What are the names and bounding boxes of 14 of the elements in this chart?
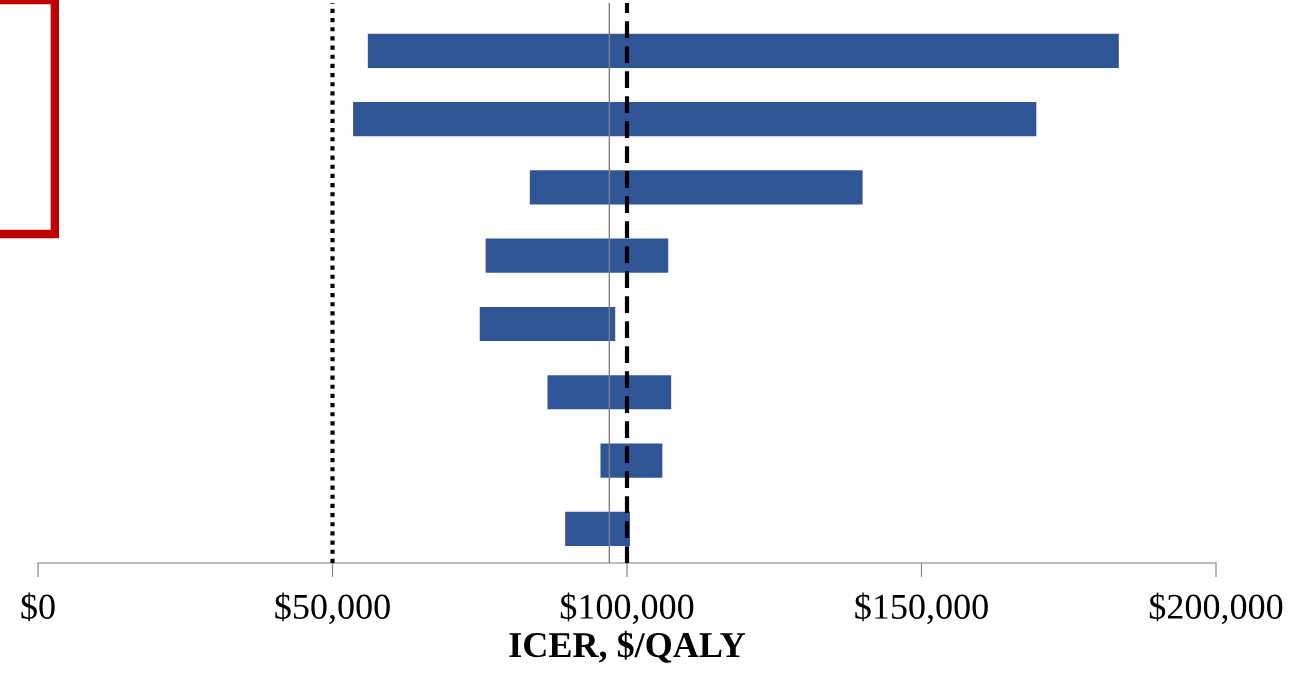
bar <box>479 306 616 342</box>
x-axis-title: ICER, $/QALY <box>509 630 746 663</box>
bar <box>367 33 1119 68</box>
bar <box>353 102 1037 137</box>
bar <box>565 511 630 546</box>
bar <box>547 375 672 410</box>
bar <box>485 238 669 273</box>
x-tick-label: $150,000 <box>855 592 988 625</box>
x-tick-label: $50,000 <box>275 592 390 625</box>
x-tick-label: $200,000 <box>1149 592 1283 625</box>
bar <box>529 170 863 205</box>
bar <box>600 443 663 478</box>
x-tick-label: $100,000 <box>560 592 694 625</box>
x-tick-label: $0 <box>21 592 55 622</box>
